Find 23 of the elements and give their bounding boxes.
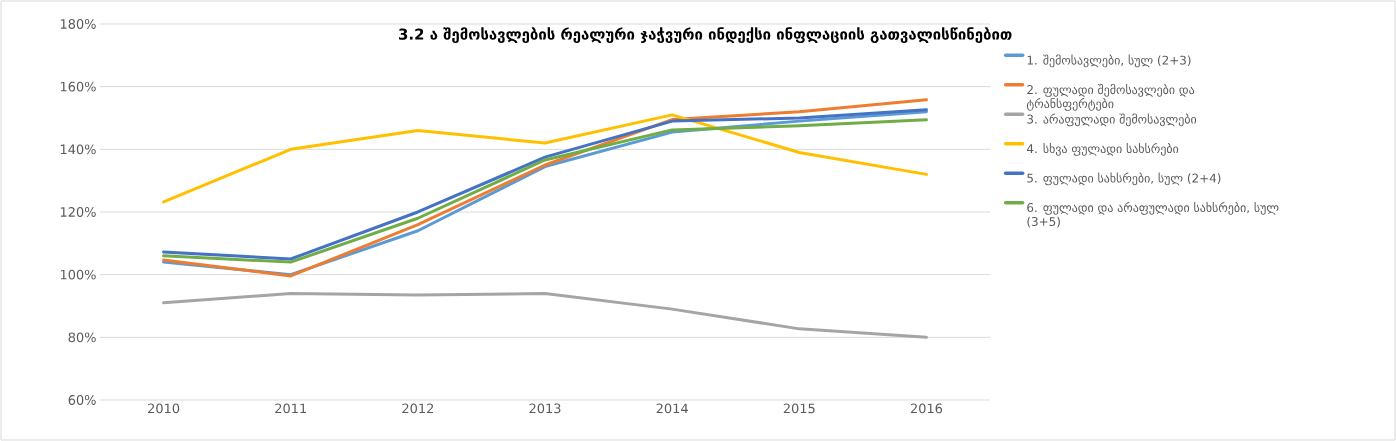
- y-tick-label: 180%: [60, 19, 96, 29]
- x-tick-label: 2015: [783, 403, 815, 414]
- x-tick-label: 2014: [656, 403, 688, 414]
- legend-label: 2. ფულადი შემოსავლები და ტრანსფერტები: [1026, 83, 1195, 111]
- legend-label: 4. სხვა ფულადი სახსრები: [1026, 142, 1179, 156]
- y-tick-label: 60%: [68, 395, 96, 405]
- legend-label: 1. შემოსავლები, სულ (2+3): [1027, 54, 1191, 68]
- legend-label: 6. ფულადი და არაფულადი სახსრები, სულ (3+5): [1027, 201, 1279, 228]
- legend-label: 3. არაფულადი შემოსავლები: [1027, 113, 1197, 127]
- x-tick-label: 2011: [275, 403, 307, 414]
- y-tick-label: 160%: [60, 81, 96, 92]
- legend-label: 5. ფულადი სახსრები, სულ (2+4): [1027, 172, 1221, 186]
- x-tick-label: 2012: [402, 403, 434, 414]
- y-tick-label: 80%: [68, 332, 96, 343]
- line-series: [162, 113, 928, 204]
- line-series: [162, 291, 928, 339]
- y-tick-label: 100%: [60, 269, 96, 280]
- chart-title: 3.2 ა შემოსავლების რეალური ჯაჭვური ინდექსი ინფლაციის გათვალისწინებით: [399, 27, 1012, 44]
- y-tick-label: 120%: [60, 207, 96, 217]
- y-tick-label: 140%: [60, 144, 96, 155]
- x-tick-label: 2010: [148, 403, 180, 414]
- x-tick-label: 2013: [529, 403, 561, 414]
- x-tick-label: 2016: [910, 403, 943, 414]
